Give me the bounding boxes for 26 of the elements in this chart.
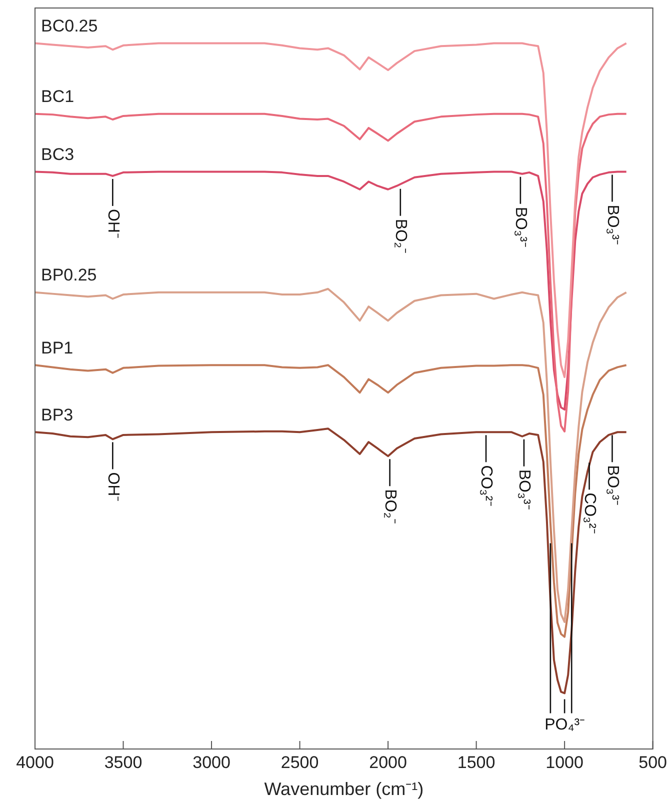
series-label: BP1 <box>41 338 74 358</box>
annotation: CO₃²⁻ <box>580 492 598 534</box>
series-label: BP3 <box>41 405 74 424</box>
series-label: BP0.25 <box>41 266 97 285</box>
annotation: CO₃²⁻ <box>478 465 495 506</box>
x-tick-label: 1000 <box>546 752 584 772</box>
x-tick-label: 2000 <box>369 752 407 772</box>
annotation: OH⁻ <box>104 208 122 238</box>
annotation: BO₃³⁻ <box>604 204 621 245</box>
x-tick-label: 3500 <box>104 752 142 772</box>
x-tick-label: 4000 <box>16 752 54 772</box>
annotation: BO₃³⁻ <box>604 465 621 506</box>
x-tick-label: 2500 <box>280 752 319 772</box>
series-label: BC3 <box>41 144 74 164</box>
annotation: BO₂⁻ <box>381 489 398 524</box>
series-label: BC0.25 <box>41 16 98 36</box>
x-tick-label: 1500 <box>457 752 496 772</box>
series-label: BC1 <box>41 87 74 106</box>
x-axis-title: Wavenumber (cm⁻¹) <box>264 779 424 800</box>
annotation: BO₃³⁻ <box>512 206 530 247</box>
annotation: BO₂⁻ <box>392 218 409 254</box>
annotation: OH⁻ <box>104 472 122 502</box>
annotation: PO₄³⁻ <box>544 716 585 734</box>
annotation: BO₃³⁻ <box>516 469 533 510</box>
x-tick-label: 3000 <box>192 752 230 772</box>
x-tick-label: 500 <box>638 752 668 772</box>
